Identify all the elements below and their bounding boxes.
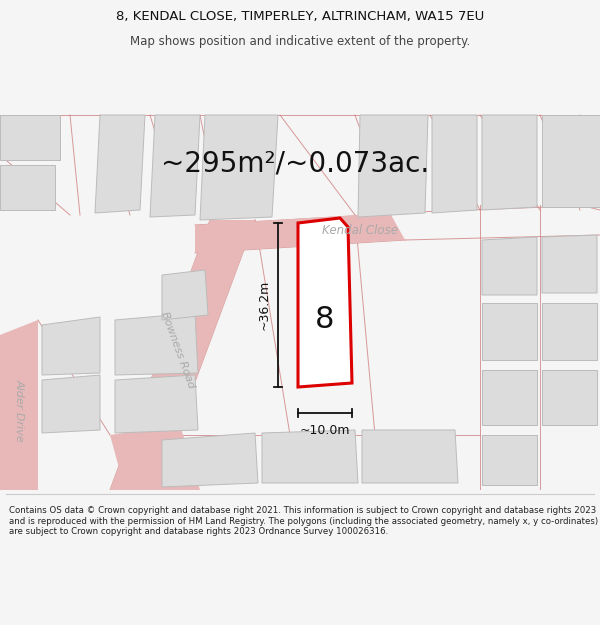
Polygon shape: [542, 115, 600, 207]
Polygon shape: [432, 115, 477, 213]
Polygon shape: [482, 303, 537, 360]
Polygon shape: [95, 115, 145, 213]
Text: Alder Drive: Alder Drive: [15, 379, 25, 441]
Polygon shape: [195, 213, 405, 253]
Polygon shape: [162, 270, 208, 320]
Polygon shape: [482, 115, 537, 210]
Polygon shape: [150, 115, 200, 217]
Text: ~10.0m: ~10.0m: [300, 424, 350, 438]
Polygon shape: [298, 218, 352, 387]
Polygon shape: [362, 430, 458, 483]
Polygon shape: [262, 430, 358, 483]
Text: ~36.2m: ~36.2m: [257, 280, 271, 330]
Polygon shape: [0, 320, 38, 490]
Polygon shape: [482, 237, 537, 295]
Text: Contains OS data © Crown copyright and database right 2021. This information is : Contains OS data © Crown copyright and d…: [9, 506, 598, 536]
Polygon shape: [110, 220, 255, 490]
Polygon shape: [42, 375, 100, 433]
Polygon shape: [0, 115, 60, 160]
Text: ~295m²/~0.073ac.: ~295m²/~0.073ac.: [161, 149, 429, 177]
Text: Map shows position and indicative extent of the property.: Map shows position and indicative extent…: [130, 35, 470, 48]
Polygon shape: [115, 313, 198, 375]
Polygon shape: [542, 235, 597, 293]
Text: Bowness Road: Bowness Road: [160, 310, 197, 390]
Polygon shape: [162, 433, 258, 487]
Polygon shape: [0, 165, 55, 210]
Text: 8, KENDAL CLOSE, TIMPERLEY, ALTRINCHAM, WA15 7EU: 8, KENDAL CLOSE, TIMPERLEY, ALTRINCHAM, …: [116, 10, 484, 23]
Polygon shape: [482, 435, 537, 485]
Polygon shape: [200, 115, 278, 220]
Polygon shape: [115, 375, 198, 433]
Polygon shape: [542, 303, 597, 360]
Polygon shape: [110, 425, 200, 490]
Polygon shape: [542, 370, 597, 425]
Polygon shape: [482, 370, 537, 425]
Polygon shape: [42, 317, 100, 375]
Text: 8: 8: [315, 306, 335, 334]
Text: Kendal Close: Kendal Close: [322, 224, 398, 238]
Polygon shape: [358, 115, 428, 217]
